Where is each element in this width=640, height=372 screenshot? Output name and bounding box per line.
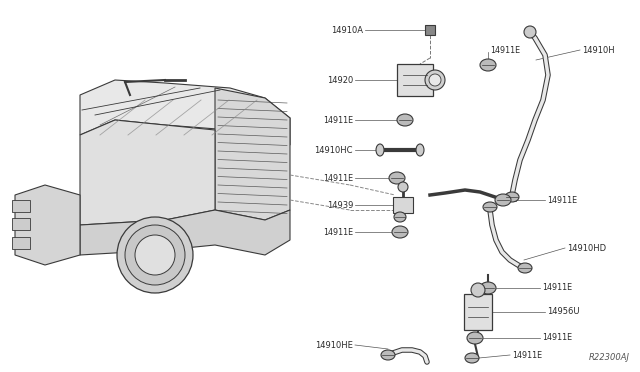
Bar xyxy=(464,294,492,330)
Ellipse shape xyxy=(495,194,511,206)
Text: 14910HE: 14910HE xyxy=(315,340,353,350)
Text: 14910A: 14910A xyxy=(331,26,363,35)
Text: 14911E: 14911E xyxy=(512,350,542,359)
Bar xyxy=(397,64,433,96)
Text: 14911E: 14911E xyxy=(542,283,572,292)
Circle shape xyxy=(425,70,445,90)
Text: 14910HD: 14910HD xyxy=(567,244,606,253)
Polygon shape xyxy=(80,210,290,255)
Text: 14911E: 14911E xyxy=(542,334,572,343)
Ellipse shape xyxy=(397,114,413,126)
Circle shape xyxy=(135,235,175,275)
Ellipse shape xyxy=(465,353,479,363)
Bar xyxy=(425,25,435,35)
Bar xyxy=(12,200,30,212)
Ellipse shape xyxy=(416,144,424,156)
Text: 14911E: 14911E xyxy=(490,45,520,55)
Text: 14911E: 14911E xyxy=(323,115,353,125)
Text: 14910H: 14910H xyxy=(582,45,614,55)
Polygon shape xyxy=(15,185,80,265)
Ellipse shape xyxy=(480,59,496,71)
Bar xyxy=(393,197,413,213)
Text: 14956U: 14956U xyxy=(547,308,579,317)
Text: 14910HC: 14910HC xyxy=(314,145,353,154)
Ellipse shape xyxy=(376,144,384,156)
Ellipse shape xyxy=(392,226,408,238)
Polygon shape xyxy=(80,80,290,145)
Text: 14920: 14920 xyxy=(327,76,353,84)
Ellipse shape xyxy=(505,192,519,202)
Text: 14911E: 14911E xyxy=(323,173,353,183)
Ellipse shape xyxy=(518,263,532,273)
Ellipse shape xyxy=(381,350,395,360)
Ellipse shape xyxy=(389,172,405,184)
Text: 14911E: 14911E xyxy=(323,228,353,237)
Circle shape xyxy=(117,217,193,293)
Ellipse shape xyxy=(483,202,497,212)
Bar xyxy=(12,218,30,230)
Ellipse shape xyxy=(480,282,496,294)
Circle shape xyxy=(524,26,536,38)
Circle shape xyxy=(471,283,485,297)
Text: 14911E: 14911E xyxy=(547,196,577,205)
Polygon shape xyxy=(215,88,290,220)
Bar xyxy=(12,237,30,249)
Circle shape xyxy=(398,182,408,192)
Text: 14939: 14939 xyxy=(326,201,353,209)
Ellipse shape xyxy=(394,212,406,222)
Ellipse shape xyxy=(467,332,483,344)
Polygon shape xyxy=(80,120,215,225)
Circle shape xyxy=(429,74,441,86)
Text: R22300AJ: R22300AJ xyxy=(589,353,630,362)
Circle shape xyxy=(125,225,185,285)
